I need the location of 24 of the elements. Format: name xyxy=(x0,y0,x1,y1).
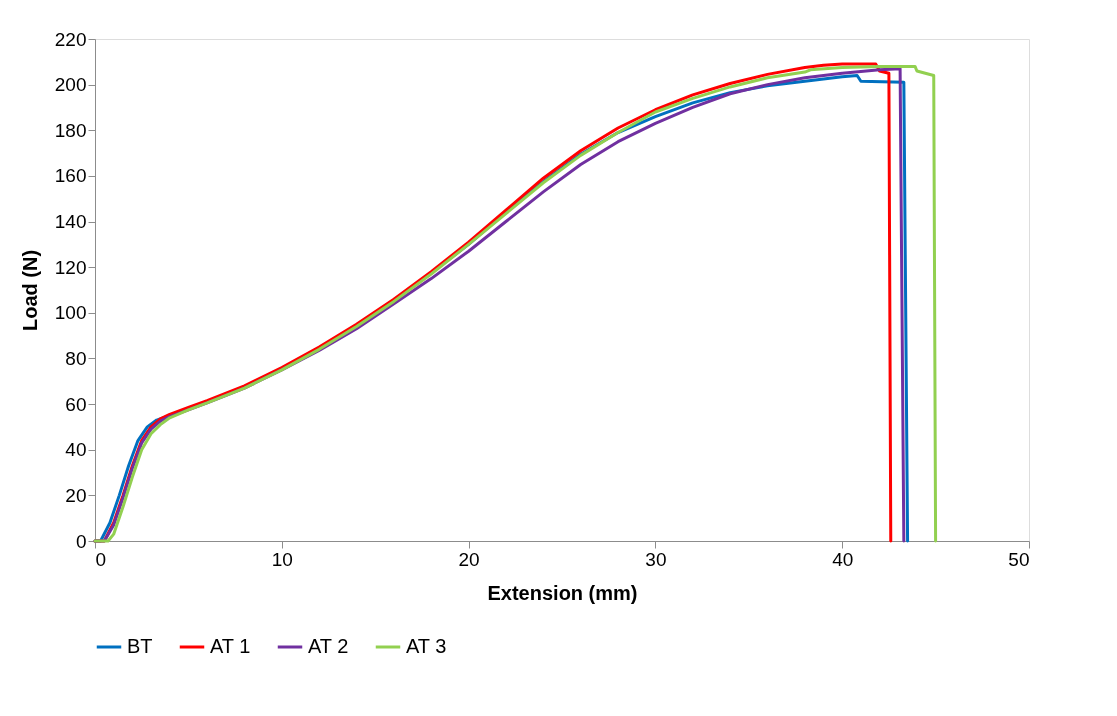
y-tick-label: 60 xyxy=(65,393,87,415)
x-tick-label: 20 xyxy=(458,548,480,570)
y-tick-label: 0 xyxy=(75,530,87,552)
y-tick-label: 120 xyxy=(54,256,87,278)
y-axis-title: Load (N) xyxy=(18,249,41,332)
legend-label: AT 3 xyxy=(406,635,447,657)
y-tick-label: 160 xyxy=(54,165,87,187)
x-axis-title: Extension (mm) xyxy=(487,581,638,604)
y-tick-label: 80 xyxy=(65,347,87,369)
y-tick-label: 100 xyxy=(54,302,87,324)
legend-label: BT xyxy=(127,635,153,657)
y-tick-label: 40 xyxy=(65,439,87,461)
y-tick-label: 220 xyxy=(54,28,87,50)
legend-label: AT 1 xyxy=(210,635,251,657)
x-tick-label: 10 xyxy=(271,548,293,570)
y-tick-label: 200 xyxy=(54,74,87,96)
x-tick-label: 40 xyxy=(832,548,854,570)
x-tick-label: 0 xyxy=(95,548,107,570)
x-tick-label: 30 xyxy=(645,548,667,570)
y-tick-label: 140 xyxy=(54,211,87,233)
y-tick-label: 180 xyxy=(54,119,87,141)
legend-label: AT 2 xyxy=(308,635,349,657)
x-tick-label: 50 xyxy=(1008,548,1030,570)
y-tick-label: 20 xyxy=(65,484,87,506)
